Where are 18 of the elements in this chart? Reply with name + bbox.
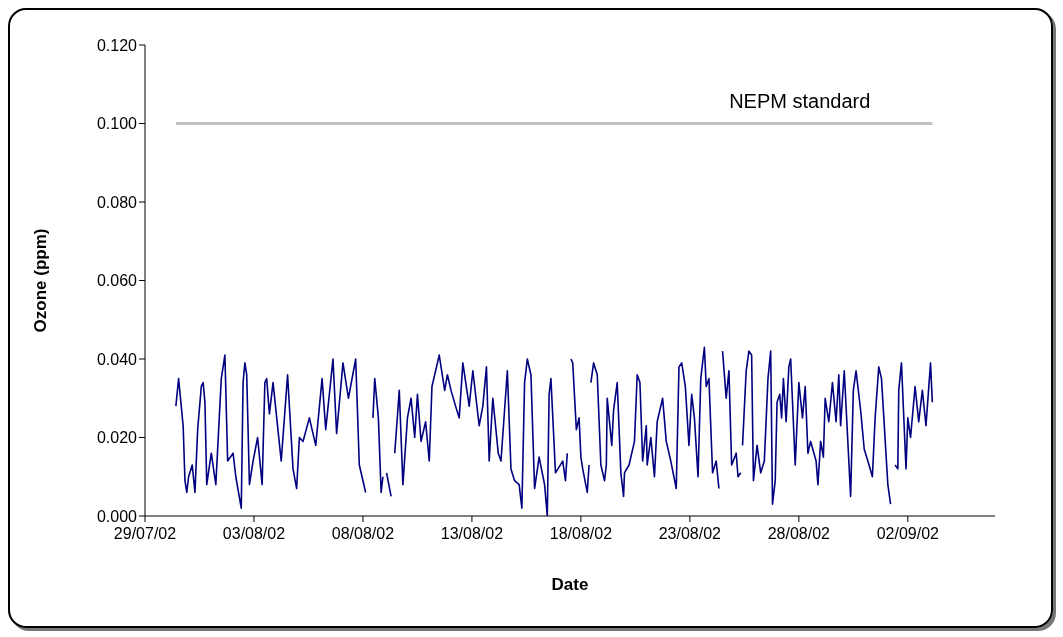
x-tick-label: 18/08/02	[549, 525, 613, 543]
y-tick-label: 0.120	[96, 36, 138, 54]
x-tick-label: 02/09/02	[876, 525, 940, 543]
y-tick-label: 0.080	[96, 193, 138, 211]
x-tick-label: 13/08/02	[440, 525, 504, 543]
y-tick-label: 0.100	[96, 115, 138, 133]
x-tick-label: 29/07/02	[113, 525, 177, 543]
y-tick-label: 0.020	[96, 429, 138, 447]
x-tick-label: 03/08/02	[222, 525, 286, 543]
x-tick-label: 08/08/02	[331, 525, 395, 543]
y-tick-label: 0.060	[96, 272, 138, 290]
y-tick-label: 0.040	[96, 350, 138, 368]
y-tick-label: 0.000	[96, 507, 138, 525]
ref-line-label: NEPM standard	[729, 89, 871, 112]
x-tick-label: 23/08/02	[658, 525, 722, 543]
x-axis-title: Date	[551, 575, 589, 594]
y-axis-title: Ozone (ppm)	[31, 228, 51, 333]
x-tick-label: 28/08/02	[767, 525, 831, 543]
